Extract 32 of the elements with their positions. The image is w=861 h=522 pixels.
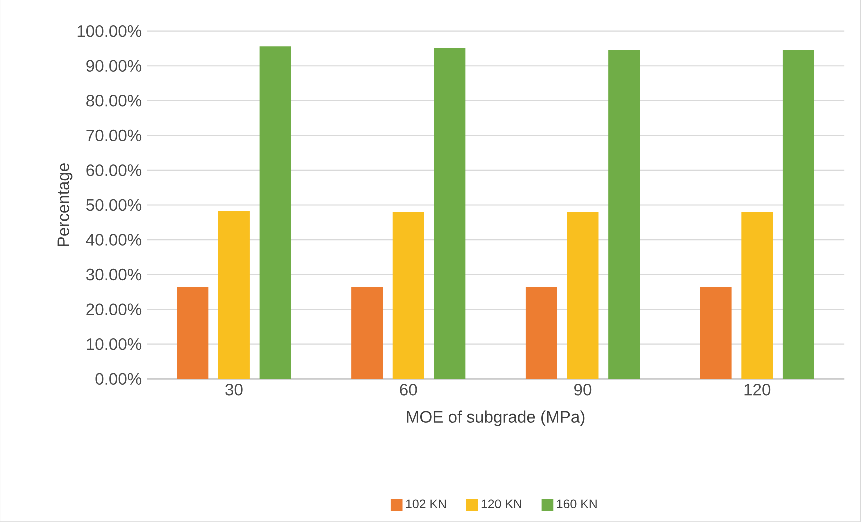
bar — [392, 212, 424, 380]
y-tick-label: 40.00% — [86, 234, 142, 246]
bar — [608, 50, 640, 380]
bar — [260, 46, 292, 380]
y-axis-title: Percentage — [58, 163, 73, 246]
bar — [700, 286, 732, 380]
bar — [434, 48, 466, 380]
bar — [218, 211, 250, 380]
y-tick-label: 90.00% — [86, 60, 142, 72]
bar — [352, 286, 384, 380]
bar — [526, 286, 558, 380]
x-tick-label: 60 — [400, 384, 418, 396]
x-tick-label: 90 — [574, 384, 592, 396]
legend-label: 102 KN — [406, 500, 446, 508]
y-tick-label: 50.00% — [86, 199, 142, 211]
y-tick-label: 0.00% — [96, 373, 142, 385]
bar — [567, 212, 599, 380]
x-tick-label: 30 — [226, 384, 243, 396]
bar — [782, 50, 814, 380]
y-tick-label: 30.00% — [86, 268, 142, 281]
bar — [177, 286, 209, 380]
y-tick-label: 20.00% — [86, 304, 142, 316]
legend-label: 160 KN — [557, 500, 597, 508]
x-axis-title: MOE of subgrade (MPa) — [407, 410, 585, 426]
x-tick-label: 120 — [744, 384, 771, 396]
y-tick-label: 10.00% — [87, 338, 142, 350]
y-tick-label: 60.00% — [86, 164, 142, 176]
y-tick-label: 70.00% — [86, 130, 142, 142]
y-tick-label: 80.00% — [86, 94, 142, 107]
legend-label: 120 KN — [482, 500, 522, 508]
y-tick-label: 100.00% — [78, 25, 142, 38]
bar — [742, 212, 774, 380]
